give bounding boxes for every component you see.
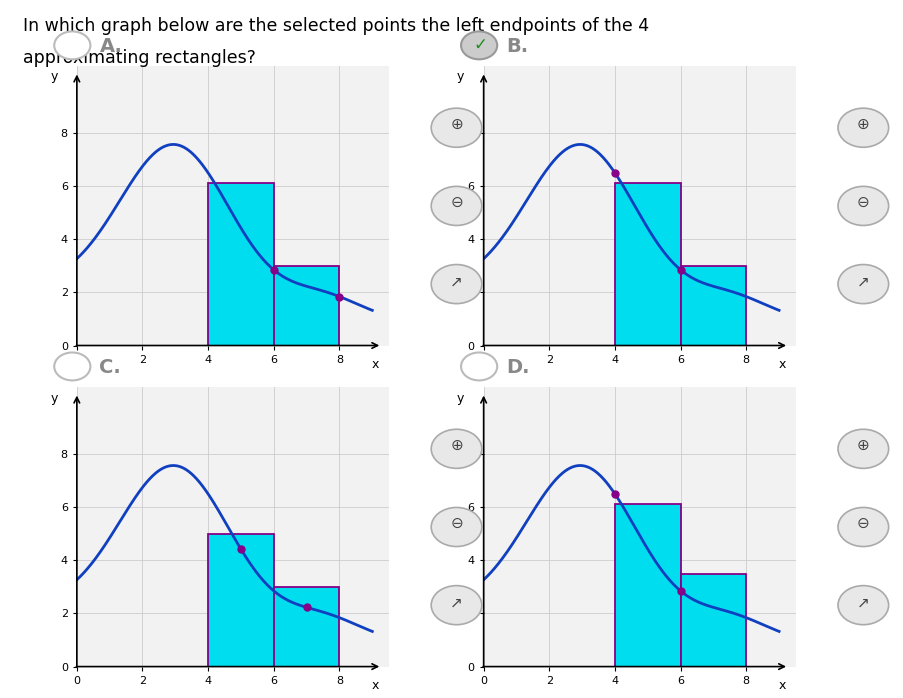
Bar bbox=[274, 266, 340, 346]
Text: y: y bbox=[456, 392, 464, 405]
Text: ↗: ↗ bbox=[450, 595, 462, 611]
Text: ⊖: ⊖ bbox=[450, 195, 462, 210]
Text: ⊕: ⊕ bbox=[856, 438, 869, 453]
Text: ↗: ↗ bbox=[450, 274, 462, 290]
Bar bbox=[614, 184, 680, 346]
Bar bbox=[208, 184, 274, 346]
Text: In which graph below are the selected points the left endpoints of the 4: In which graph below are the selected po… bbox=[23, 17, 648, 36]
Text: ⊖: ⊖ bbox=[856, 516, 869, 531]
Text: ⊕: ⊕ bbox=[856, 117, 869, 132]
Text: ⊕: ⊕ bbox=[450, 117, 462, 132]
Text: x: x bbox=[371, 678, 379, 692]
Text: y: y bbox=[50, 70, 58, 84]
Bar bbox=[208, 534, 274, 667]
Text: B.: B. bbox=[506, 37, 527, 56]
Bar bbox=[680, 574, 746, 667]
Text: approximating rectangles?: approximating rectangles? bbox=[23, 49, 256, 67]
Text: ✓: ✓ bbox=[472, 36, 487, 54]
Bar bbox=[614, 505, 680, 667]
Text: x: x bbox=[777, 357, 786, 371]
Text: ⊖: ⊖ bbox=[856, 195, 869, 210]
Text: y: y bbox=[456, 70, 464, 84]
Bar bbox=[680, 266, 746, 346]
Text: A.: A. bbox=[99, 37, 122, 56]
Text: ↗: ↗ bbox=[856, 595, 869, 611]
Text: y: y bbox=[50, 392, 58, 405]
Text: D.: D. bbox=[506, 358, 529, 377]
Text: x: x bbox=[777, 678, 786, 692]
Text: ⊖: ⊖ bbox=[450, 516, 462, 531]
Text: ⊕: ⊕ bbox=[450, 438, 462, 453]
Text: C.: C. bbox=[99, 358, 121, 377]
Text: ↗: ↗ bbox=[856, 274, 869, 290]
Bar bbox=[274, 587, 340, 667]
Text: x: x bbox=[371, 357, 379, 371]
